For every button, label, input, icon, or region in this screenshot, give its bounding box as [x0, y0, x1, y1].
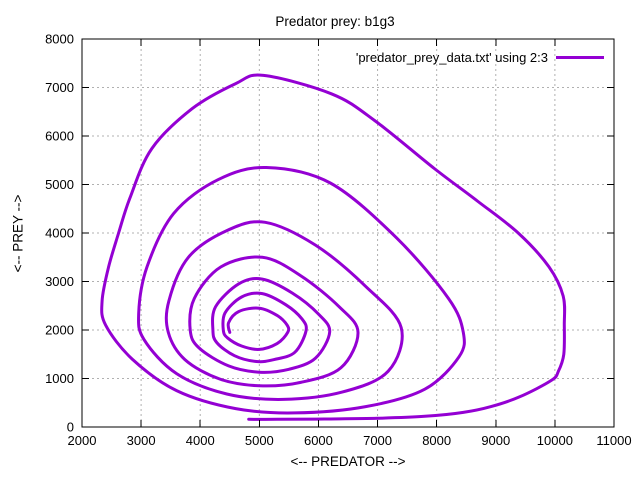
data-curve — [100, 73, 567, 421]
x-tick-label: 11000 — [596, 433, 631, 448]
x-tick-label: 4000 — [186, 433, 215, 448]
x-tick-label: 6000 — [304, 433, 333, 448]
x-tick-label: 7000 — [363, 433, 392, 448]
x-tick-label: 10000 — [537, 433, 573, 448]
legend-label: 'predator_prey_data.txt' using 2:3 — [355, 50, 548, 65]
y-tick-label: 5000 — [45, 177, 74, 192]
legend-line-sample — [556, 56, 604, 59]
y-tick-label: 6000 — [45, 129, 74, 144]
y-tick-label: 3000 — [45, 274, 74, 289]
y-axis-label-wrap: <-- PREY --> — [4, 39, 32, 427]
x-tick-label: 5000 — [245, 433, 274, 448]
x-tick-label: 3000 — [127, 433, 156, 448]
x-axis-label: <-- PREDATOR --> — [290, 454, 406, 469]
legend: 'predator_prey_data.txt' using 2:3 — [356, 50, 604, 65]
y-tick-label: 1000 — [45, 371, 74, 386]
y-tick-label: 7000 — [45, 80, 74, 95]
y-tick-label: 8000 — [45, 32, 74, 47]
x-tick-label: 2000 — [68, 433, 97, 448]
x-tick-label: 8000 — [422, 433, 451, 448]
chart-title: Predator prey: b1g3 — [275, 14, 395, 29]
y-tick-label: 2000 — [45, 323, 74, 338]
y-axis-label: <-- PREY --> — [10, 194, 26, 272]
y-tick-label: 0 — [67, 420, 74, 435]
x-tick-label: 9000 — [481, 433, 510, 448]
y-tick-label: 4000 — [45, 226, 74, 241]
